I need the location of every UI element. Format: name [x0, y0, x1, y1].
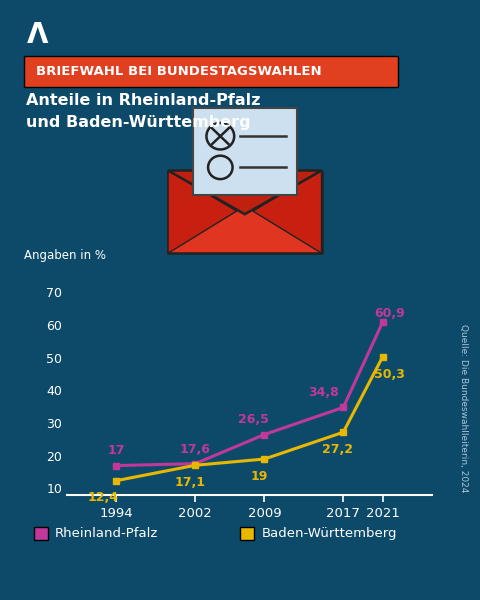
Text: 17,1: 17,1 — [174, 476, 205, 489]
Text: Quelle: Die Bundeswahlleiterin, 2024: Quelle: Die Bundeswahlleiterin, 2024 — [459, 323, 468, 492]
Polygon shape — [168, 170, 322, 253]
Text: Anteile in Rheinland-Pfalz: Anteile in Rheinland-Pfalz — [26, 93, 261, 108]
Text: und Baden-Württemberg: und Baden-Württemberg — [26, 115, 251, 130]
Text: Λ: Λ — [26, 21, 48, 49]
Text: 17: 17 — [108, 445, 125, 457]
Polygon shape — [253, 170, 322, 253]
Polygon shape — [168, 170, 322, 214]
Text: Rheinland-Pfalz: Rheinland-Pfalz — [55, 527, 158, 540]
Polygon shape — [192, 108, 297, 196]
Text: BRIEFWAHL BEI BUNDESTAGSWAHLEN: BRIEFWAHL BEI BUNDESTAGSWAHLEN — [36, 65, 322, 78]
Text: Angaben in %: Angaben in % — [24, 248, 106, 262]
Polygon shape — [168, 170, 237, 253]
Text: 27,2: 27,2 — [322, 443, 353, 456]
Text: 12,4: 12,4 — [87, 491, 118, 505]
Text: 50,3: 50,3 — [374, 368, 405, 380]
Text: 60,9: 60,9 — [374, 307, 405, 320]
Text: 17,6: 17,6 — [180, 443, 211, 455]
Text: 19: 19 — [250, 470, 267, 483]
Text: 34,8: 34,8 — [309, 386, 339, 399]
Text: Baden-Württemberg: Baden-Württemberg — [262, 527, 397, 540]
Text: 26,5: 26,5 — [238, 413, 269, 427]
